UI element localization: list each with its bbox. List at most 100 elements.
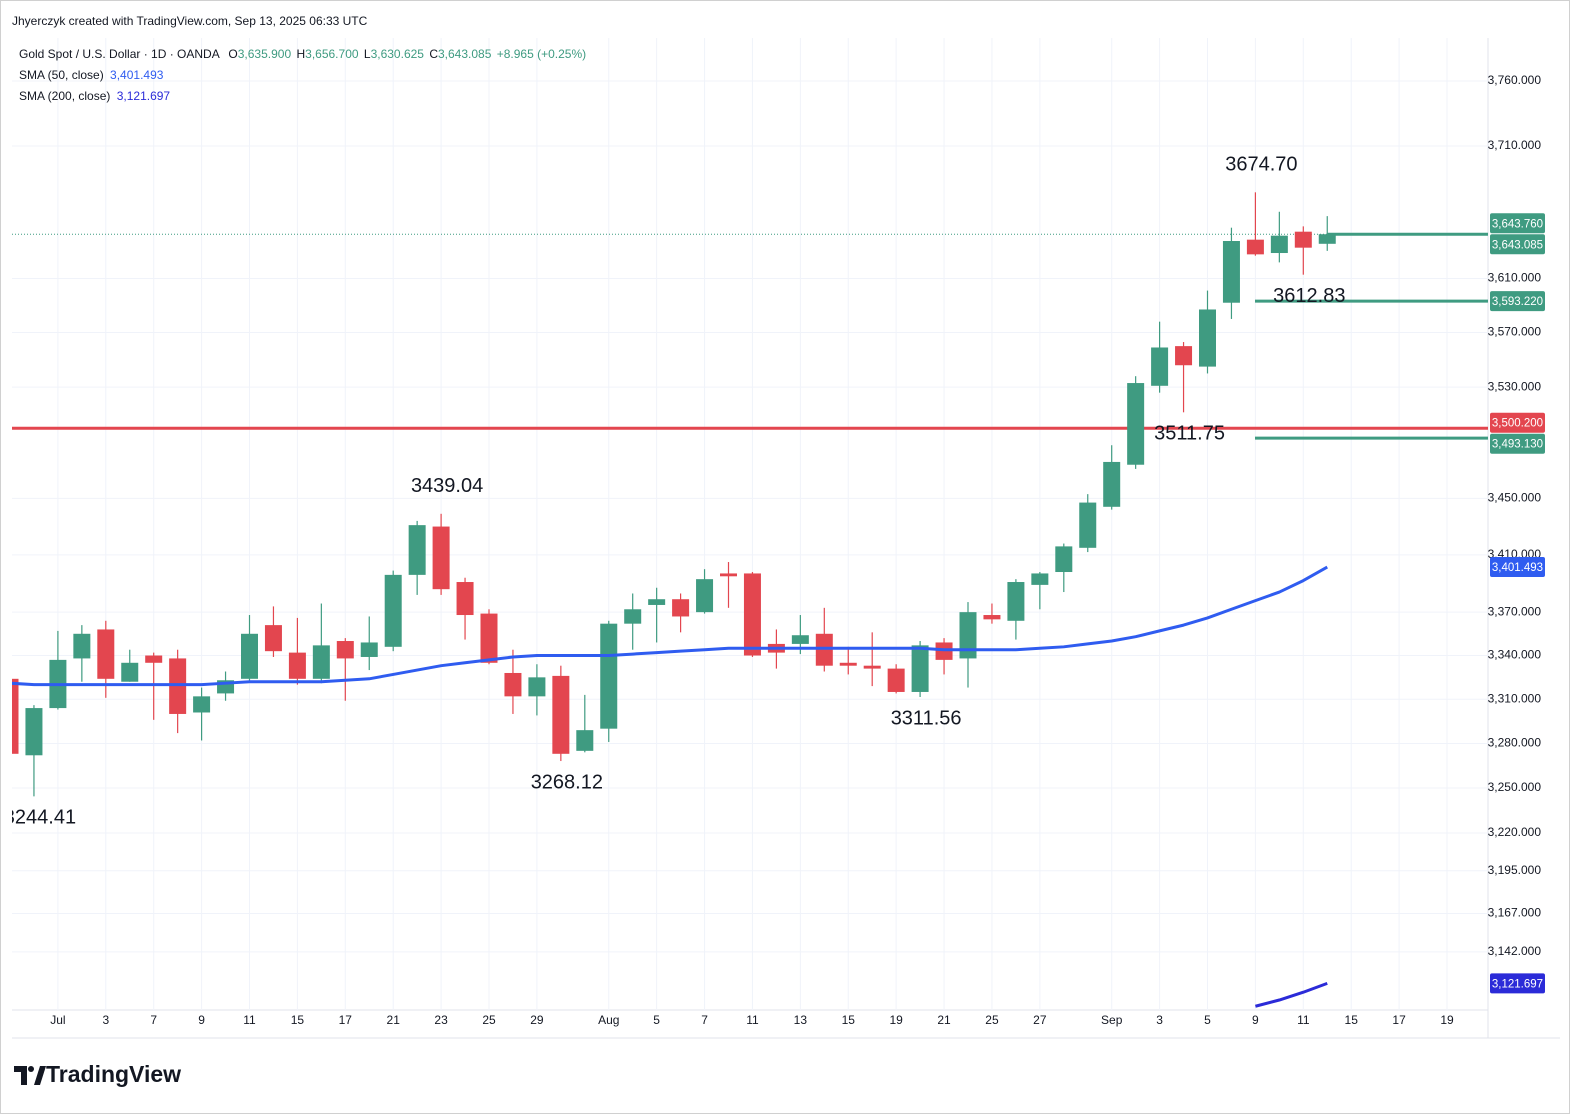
low-value: 3,630.625 [371, 47, 425, 61]
sma-value: 3,121.697 [117, 89, 171, 103]
candle-body [360, 642, 378, 657]
close-letter: C [429, 47, 438, 61]
candle-body [672, 599, 690, 617]
x-tick-label: 5 [653, 1013, 660, 1027]
candle-body [1270, 235, 1288, 254]
logo-slash [34, 1066, 46, 1085]
price-tag [1490, 234, 1545, 255]
candle-body [624, 609, 642, 624]
candle-body [1127, 383, 1145, 465]
x-tick-label: 19 [1440, 1013, 1454, 1027]
candle-body [1222, 241, 1240, 303]
annotation: 3511.75 [1154, 423, 1225, 445]
candle-body [1007, 582, 1025, 621]
x-tick-label: 21 [937, 1013, 951, 1027]
x-tick-label: 27 [1033, 1013, 1047, 1027]
candle-body [528, 677, 546, 697]
x-tick-label: 3 [1156, 1013, 1163, 1027]
sma-name: SMA (50, close) [19, 68, 104, 82]
candle-body [911, 645, 929, 692]
candle-body [983, 615, 1001, 620]
x-tick-label: 25 [482, 1013, 496, 1027]
price-tag-label: 3,643.085 [1492, 239, 1543, 251]
candle-body [1294, 231, 1312, 248]
candle-body [384, 574, 402, 647]
x-tick-label: Sep [1101, 1013, 1123, 1027]
y-tick-label: 3,710.000 [1488, 138, 1542, 152]
y-tick-label: 3,370.000 [1488, 604, 1542, 618]
candle-body [1079, 502, 1097, 548]
legend-main: Gold Spot / U.S. Dollar · 1D · OANDA O3,… [19, 47, 586, 61]
x-tick-label: 9 [1252, 1013, 1259, 1027]
brand: TradingView [46, 1061, 181, 1087]
annotation: 3612.83 [1273, 285, 1345, 307]
candle-body [1151, 347, 1169, 386]
candle-body [1246, 239, 1264, 255]
logo: TradingView [14, 1061, 181, 1087]
y-tick-label: 3,570.000 [1488, 325, 1542, 339]
symbol: Gold Spot / U.S. Dollar · 1D · OANDA [19, 47, 220, 61]
change: +8.965 (+0.25%) [497, 47, 586, 61]
annotation: 3311.56 [891, 707, 962, 729]
candle-body [73, 633, 91, 659]
x-tick-label: 15 [842, 1013, 856, 1027]
price-tag-label: 3,493.130 [1492, 439, 1543, 451]
price-tag-label: 3,500.200 [1492, 418, 1543, 430]
candle-body [193, 696, 211, 713]
y-tick-label: 3,167.000 [1488, 906, 1542, 920]
x-tick-label: 7 [701, 1013, 708, 1027]
candle-body [480, 613, 498, 663]
y-tick-label: 3,760.000 [1488, 73, 1542, 87]
annotation: 3439.04 [411, 475, 483, 497]
x-tick-label: 11 [243, 1013, 256, 1027]
legend-sma50: SMA (50, close) 3,401.493 [19, 68, 164, 82]
high-value: 3,656.700 [305, 47, 359, 61]
x-tick-label: 15 [291, 1013, 305, 1027]
candle-body [887, 668, 905, 692]
annotation: 3674.70 [1225, 154, 1297, 176]
price-tag [1490, 433, 1545, 454]
price-tag [1490, 412, 1545, 433]
candle-body [1055, 546, 1073, 573]
price-tag [1490, 213, 1545, 234]
candle-body [288, 652, 306, 679]
x-tick-label: 29 [530, 1013, 544, 1027]
x-tick-label: Aug [598, 1013, 619, 1027]
candle-body [97, 629, 115, 679]
price-tag-label: 3,643.760 [1492, 218, 1543, 230]
candle-body [169, 658, 187, 714]
candle-body [576, 730, 594, 751]
x-tick-label: Jul [50, 1013, 65, 1027]
candle-body [121, 662, 139, 682]
annotation: 3244.41 [4, 807, 76, 829]
candle-body [504, 672, 522, 697]
annotation: 3268.12 [531, 771, 603, 793]
x-tick-label: 9 [198, 1013, 205, 1027]
x-tick-label: 19 [889, 1013, 903, 1027]
candle-body [959, 612, 977, 659]
sma-line [12, 565, 1328, 687]
x-tick-label: 7 [150, 1013, 157, 1027]
candle-body [336, 641, 354, 659]
price-tag-label: 3,121.697 [1492, 978, 1543, 990]
x-tick-label: 17 [339, 1013, 353, 1027]
legend-sma200: SMA (200, close) 3,121.697 [19, 89, 170, 103]
plot: 3674.70 3612.83 3511.75 3439.04 3311.56 3268.… [4, 154, 1488, 1008]
candle-body [648, 599, 666, 605]
x-tick-label: 21 [387, 1013, 401, 1027]
y-tick-label: 3,195.000 [1488, 863, 1542, 877]
candle-body [600, 623, 618, 729]
candle-body [743, 573, 761, 656]
low-letter: L [364, 47, 371, 61]
logo-mark [14, 1066, 27, 1085]
x-tick-label: 13 [794, 1013, 808, 1027]
price-tag [1490, 291, 1545, 312]
price-tag-label: 3,593.220 [1492, 296, 1543, 308]
y-tick-label: 3,280.000 [1488, 736, 1542, 750]
x-tick-label: 17 [1392, 1013, 1406, 1027]
y-tick-label: 3,610.000 [1488, 271, 1542, 285]
y-tick-label: 3,530.000 [1488, 379, 1542, 393]
candle-body [863, 665, 881, 669]
